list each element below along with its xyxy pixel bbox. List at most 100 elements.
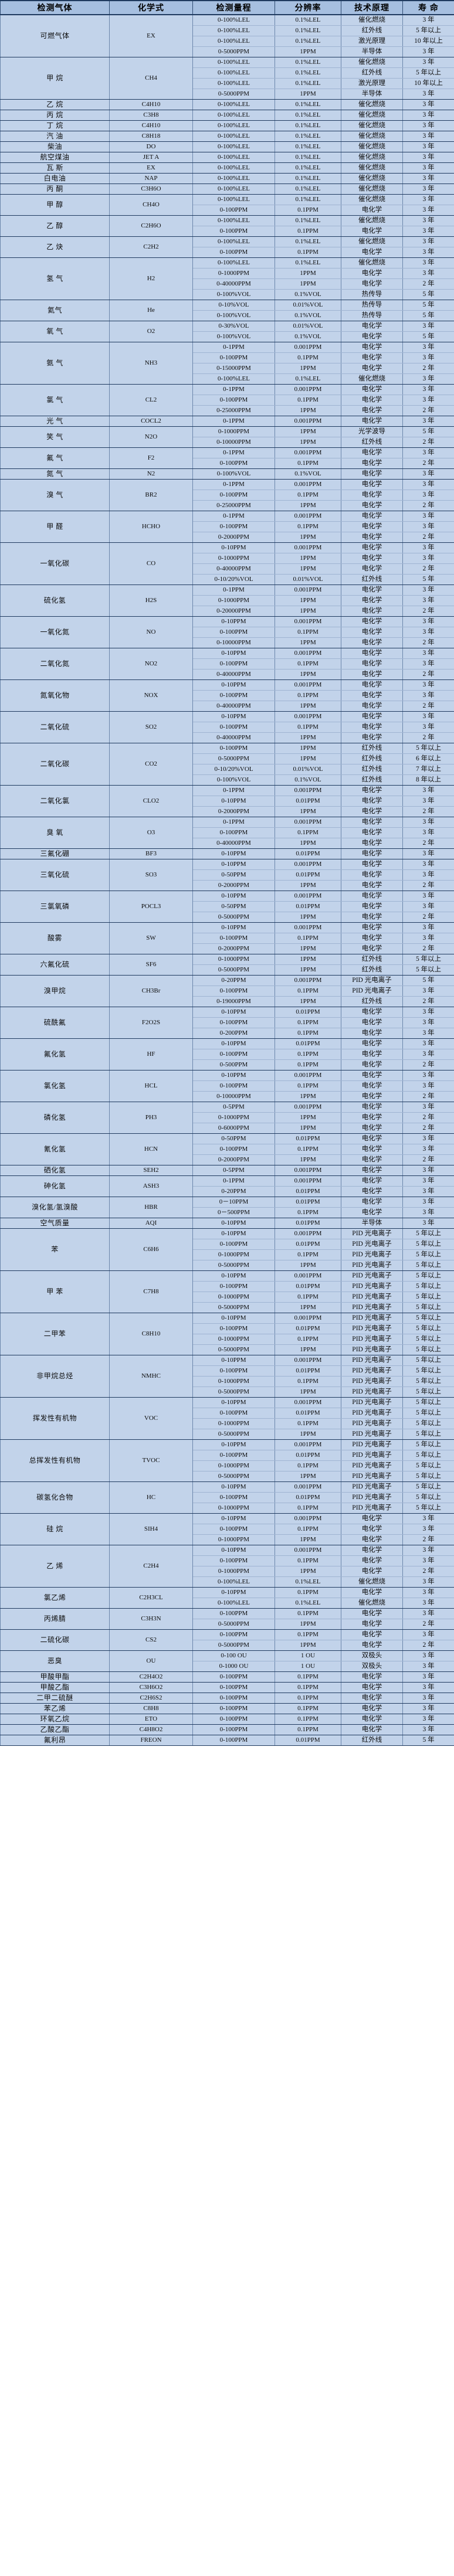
table-row: 0-100PPM 0.1PPM 电化学 3 年 xyxy=(1,690,454,701)
cell-gas: 丙 烷 xyxy=(0,110,110,121)
cell-resolution: 0.001PPM xyxy=(275,679,341,691)
cell-technology: 电化学 xyxy=(341,278,403,290)
cell-technology: 电化学 xyxy=(341,679,403,691)
cell-range: 0-100PPM xyxy=(192,1703,275,1714)
cell-lifetime: 2 年 xyxy=(402,701,454,712)
table-row: 0-40000PPM 1PPM 电化学 2 年 xyxy=(1,669,454,680)
cell-technology: 电化学 xyxy=(341,1693,403,1704)
cell-lifetime: 3 年 xyxy=(402,247,454,258)
cell-technology: 电化学 xyxy=(341,1133,403,1144)
cell-resolution: 1PPM xyxy=(275,1386,341,1398)
cell-resolution: 0.1%VOL xyxy=(275,468,341,480)
cell-range: 0-200PPM xyxy=(192,1028,275,1039)
cell-lifetime: 2 年 xyxy=(402,912,454,923)
table-row: 二氧化碳 CO2 0-100PPM 1PPM 红外线 5 年以上 xyxy=(0,743,454,786)
cell-range: 0-25000PPM xyxy=(192,500,275,511)
cell-range: 0-1PPM xyxy=(192,384,275,395)
table-row: 0-100%LEL 0.1%LEL 红外线 5 年以上 xyxy=(1,67,454,79)
cell-lifetime: 10 年以上 xyxy=(402,78,454,89)
cell-technology: 电化学 xyxy=(341,1714,403,1725)
cell-lifetime: 3 年 xyxy=(402,110,454,121)
cell-lifetime: 3 年 xyxy=(402,14,454,26)
cell-technology: 电化学 xyxy=(341,1619,403,1630)
cell-resolution: 0.1PPM xyxy=(275,205,341,216)
cell-range: 0-100%LEL xyxy=(192,36,275,47)
cell-resolution: 0.01%VOL xyxy=(275,574,341,585)
table-row: 0-5000PPM 1PPM 电化学 2 年 xyxy=(1,1619,454,1630)
cell-technology: 电化学 xyxy=(341,331,403,342)
cell-technology: PID 光电离子 xyxy=(341,1481,403,1493)
cell-formula: NO xyxy=(109,616,193,648)
cell-resolution: 1PPM xyxy=(275,363,341,374)
cell-technology: 电化学 xyxy=(341,838,403,849)
table-row: 丙 酮 C3H6O 0-100%LEL 0.1%LEL 催化燃烧 3 年 xyxy=(0,183,454,195)
cell-technology: 电化学 xyxy=(341,532,403,543)
cell-lifetime: 3 年 xyxy=(402,1197,454,1208)
cell-range: 0-100PPM xyxy=(192,1693,275,1704)
cell-resolution: 0.01%VOL xyxy=(275,300,341,311)
cell-range: 0-100%LEL xyxy=(192,183,275,195)
cell-lifetime: 5 年 xyxy=(402,289,454,300)
cell-lifetime: 3 年 xyxy=(402,648,454,659)
cell-formula: F2 xyxy=(109,447,193,469)
cell-lifetime: 3 年 xyxy=(402,236,454,247)
cell-technology: PID 光电离子 xyxy=(341,1302,403,1313)
cell-lifetime: 5 年以上 xyxy=(402,1439,454,1450)
cell-range: 0-100PPM xyxy=(192,521,275,532)
cell-lifetime: 3 年 xyxy=(402,447,454,458)
cell-gas: 非甲烷总烃 xyxy=(0,1355,110,1398)
cell-range: 0-100%VOL xyxy=(192,331,275,342)
cell-range: 0-100%LEL xyxy=(192,162,275,174)
cell-resolution: 0.1PPM xyxy=(275,1144,341,1155)
cell-lifetime: 7 年以上 xyxy=(402,764,454,775)
cell-range: 0-100PPM xyxy=(192,226,275,237)
cell-technology: PID 光电离子 xyxy=(341,1386,403,1398)
table-row: 硫化氢 H2S 0-1PPM 0.001PPM 电化学 3 年 xyxy=(0,584,454,617)
table-row: 0-5000PPM 1PPM PID 光电离子 5 年以上 xyxy=(1,1302,454,1313)
cell-lifetime: 3 年 xyxy=(402,553,454,564)
cell-gas: 二甲苯 xyxy=(0,1313,110,1355)
table-row: 0-100PPM 0.1PPM 电化学 3 年 xyxy=(1,933,454,944)
cell-resolution: 0.1PPM xyxy=(275,226,341,237)
cell-range: 0-100%LEL xyxy=(192,25,275,36)
cell-technology: 激光原理 xyxy=(341,36,403,47)
table-row: 甲 醛 HCHO 0-1PPM 0.001PPM 电化学 3 年 xyxy=(0,511,454,543)
cell-technology: 电化学 xyxy=(341,1524,403,1535)
table-row: 0-100%VOL 0.1%VOL 红外线 8 年以上 xyxy=(1,774,454,786)
cell-technology: 电化学 xyxy=(341,500,403,511)
cell-lifetime: 2 年 xyxy=(402,669,454,680)
cell-resolution: 0.001PPM xyxy=(275,416,341,427)
table-row: 氮 气 N2 0-100%VOL 0.1%VOL 电化学 3 年 xyxy=(0,468,454,480)
cell-formula: SO2 xyxy=(109,711,193,743)
cell-technology: 电化学 xyxy=(341,1112,403,1123)
cell-lifetime: 5 年以上 xyxy=(402,1450,454,1461)
cell-formula: SEH2 xyxy=(109,1165,193,1176)
cell-technology: 热传导 xyxy=(341,289,403,300)
cell-gas: 乙 烷 xyxy=(0,99,110,110)
cell-range: 0-15000PPM xyxy=(192,363,275,374)
table-row: 0-100PPM 0.1PPM 电化学 3 年 xyxy=(1,247,454,258)
cell-formula: OU xyxy=(109,1650,193,1672)
cell-technology: 红外线 xyxy=(341,743,403,754)
cell-range: 0-40000PPM xyxy=(192,701,275,712)
table-row: 氟利昂 FREON 0-100PPM 0.01PPM 红外线 5 年 xyxy=(0,1735,454,1746)
cell-technology: 电化学 xyxy=(341,1545,403,1556)
cell-resolution: 0.001PPM xyxy=(275,1070,341,1081)
table-row: 0-1000PPM 1PPM 电化学 2 年 xyxy=(1,1566,454,1577)
cell-range: 0-100%LEL xyxy=(192,57,275,68)
cell-formula: O2 xyxy=(109,321,193,342)
table-row: 0-100%LEL 0.1%LEL 催化燃烧 3 年 xyxy=(1,1598,454,1609)
cell-gas: 一氧化氮 xyxy=(0,616,110,648)
cell-lifetime: 5 年 xyxy=(402,426,454,437)
table-row: 碳氢化合物 HC 0-10PPM 0.001PPM PID 光电离子 5 年以上 xyxy=(0,1481,454,1514)
cell-lifetime: 2 年 xyxy=(402,500,454,511)
cell-technology: PID 光电离子 xyxy=(341,1292,403,1303)
cell-gas: 二氧化硫 xyxy=(0,711,110,743)
table-row: 0-25000PPM 1PPM 电化学 2 年 xyxy=(1,405,454,416)
cell-technology: 电化学 xyxy=(341,1007,403,1018)
cell-formula: ETO xyxy=(109,1714,193,1725)
cell-resolution: 0.1PPM xyxy=(275,827,341,838)
cell-range: 0-1000PPM xyxy=(192,1566,275,1577)
cell-range: 0-100PPM xyxy=(192,247,275,258)
cell-resolution: 1PPM xyxy=(275,1112,341,1123)
